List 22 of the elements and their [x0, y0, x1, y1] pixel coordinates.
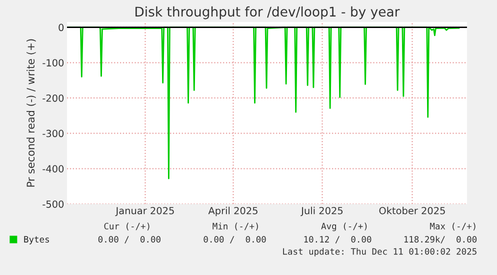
text: 118.29k/ 0.00	[404, 236, 477, 244]
legend-label: Bytes	[24, 236, 49, 244]
y-tick-label: -500	[42, 200, 64, 208]
x-tick-label: Januar 2025	[115, 206, 174, 216]
text: Last update: Thu Dec 11 01:00:02 2025	[283, 248, 476, 256]
y-tick-label: -100	[42, 59, 64, 66]
x-tick-label: Oktober 2025	[379, 206, 445, 214]
y-tick-label: -200	[42, 94, 64, 102]
x-tick-label: April 2025	[208, 206, 258, 216]
text: Avg (-/+)	[321, 222, 367, 232]
text: 0.00 / 0.00	[204, 236, 266, 244]
y-axis-title: Pr second read (-) / write (+)	[26, 39, 36, 187]
y-tick-label: 0	[58, 24, 64, 32]
text: 0.00 / 0.00	[98, 236, 160, 244]
y-tick-label: -400	[42, 165, 64, 172]
x-tick-label: Juli 2025	[300, 206, 343, 216]
y-tick-label: -300	[42, 130, 64, 138]
chart-title: Disk throughput for /dev/loop1 - by year	[136, 6, 400, 20]
text: Cur (-/+)	[104, 222, 150, 230]
text: Min (-/+)	[212, 222, 258, 230]
text: 10.12 / 0.00	[304, 236, 372, 244]
text: Max (-/+)	[430, 222, 476, 230]
